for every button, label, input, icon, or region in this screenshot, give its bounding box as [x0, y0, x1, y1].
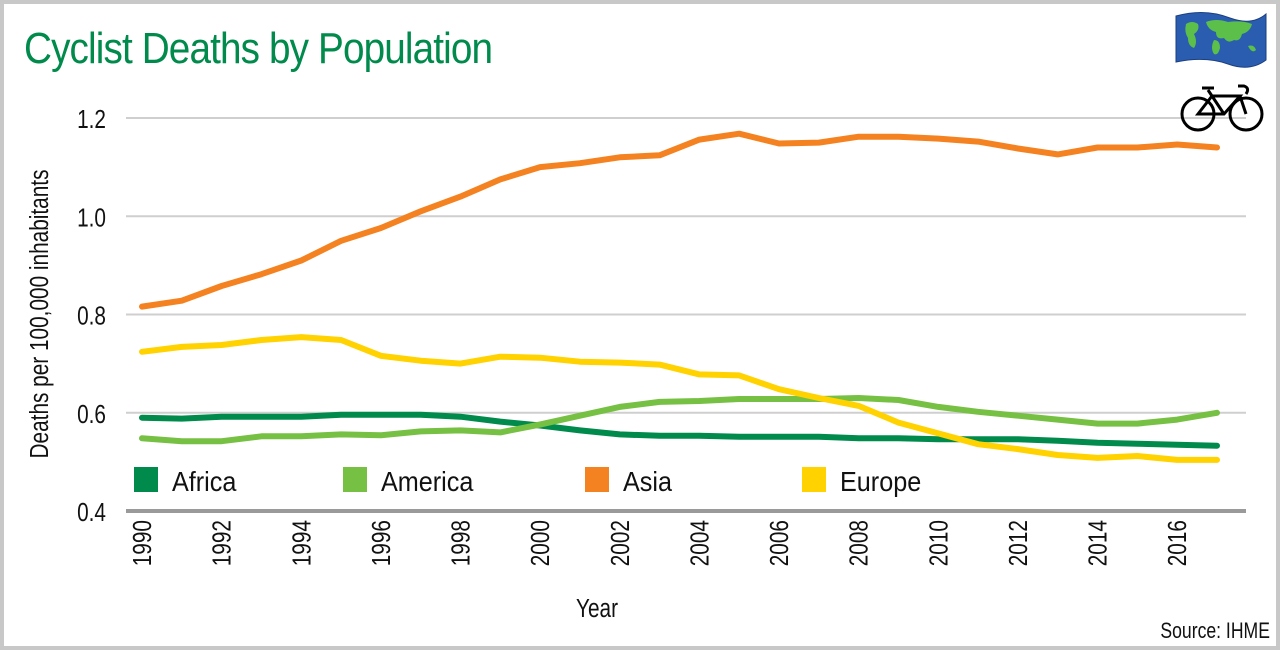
world-flag-icon [1175, 12, 1267, 68]
x-tick-label: 2006 [765, 520, 794, 566]
x-tick-label: 1998 [446, 520, 475, 566]
series-line-america [139, 395, 1220, 445]
x-tick-labels: 1990 1992 1994 1996 1998 2000 2002 2004 2006 2008… [128, 520, 1192, 566]
legend-label-asia: Asia [623, 466, 672, 498]
x-tick-label: 1996 [367, 520, 396, 566]
x-tick-label: 2016 [1163, 520, 1192, 566]
legend-swatch-africa [134, 467, 158, 492]
x-tick-label: 2012 [1004, 520, 1033, 566]
legend-label-america: America [381, 466, 474, 498]
x-tick-label: 2014 [1083, 520, 1112, 566]
x-tick-label: 1992 [207, 520, 236, 566]
x-tick-label: 2002 [606, 520, 635, 566]
x-tick-label: 2004 [685, 520, 714, 566]
bicycle-icon [1180, 84, 1264, 132]
series-line-europe [139, 334, 1220, 463]
legend: Africa America Asia Europe [134, 466, 921, 498]
y-axis-label: Deaths per 100,000 inhabitants [25, 170, 54, 459]
x-tick-label: 2000 [526, 520, 555, 566]
chart-title: Cyclist Deaths by Population [24, 24, 493, 73]
chart-frame [4, 4, 1276, 646]
legend-label-europe: Europe [840, 466, 921, 498]
x-tick-label: 1994 [287, 520, 316, 566]
series-line-africa [139, 411, 1220, 449]
legend-label-africa: Africa [172, 466, 237, 498]
y-tick-labels: 0.4 0.6 0.8 1.0 1.2 [77, 105, 106, 527]
source-note: Source: IHME [1160, 618, 1270, 643]
y-tick-label: 1.0 [77, 203, 106, 232]
legend-swatch-europe [802, 467, 826, 492]
legend-swatch-asia [585, 467, 609, 492]
y-tick-label: 0.8 [77, 301, 106, 330]
y-tick-label: 0.6 [77, 400, 106, 429]
legend-swatch-america [343, 467, 367, 492]
series-line-asia [139, 130, 1220, 310]
y-tick-label: 0.4 [77, 498, 106, 527]
x-axis-label: Year [576, 594, 618, 623]
series-lines [139, 130, 1220, 463]
gridlines [126, 117, 1246, 513]
x-tick-label: 2008 [844, 520, 873, 566]
y-tick-label: 1.2 [77, 105, 106, 134]
x-tick-label: 1990 [128, 520, 157, 566]
x-tick-label: 2010 [924, 520, 953, 566]
